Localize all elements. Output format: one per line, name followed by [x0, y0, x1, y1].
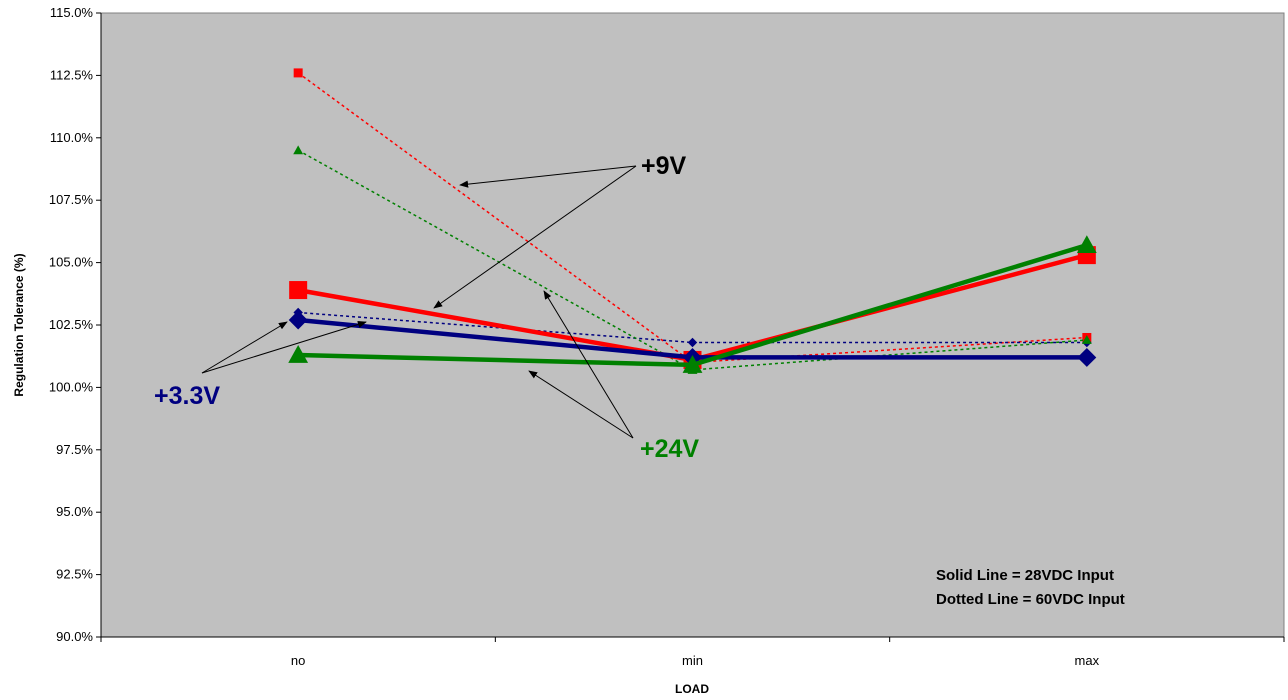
marker-green-solid [288, 345, 309, 363]
series-line-red-dotted [297, 72, 1087, 364]
arrow-33v-a [201, 321, 288, 374]
marker-blue-solid [288, 310, 308, 330]
y-tick-label: 97.5% [56, 442, 93, 457]
marker-red-dotted [293, 68, 303, 78]
x-axis-title: LOAD [675, 682, 709, 696]
note-dotted-line: Dotted Line = 60VDC Input [936, 591, 1125, 608]
marker-blue-dotted [687, 337, 698, 348]
y-tick-label: 102.5% [49, 317, 94, 332]
x-axis: no min max [100, 636, 1285, 668]
annotation-9v: +9V [641, 152, 687, 180]
y-tick-label: 115.0% [50, 5, 94, 20]
y-axis-title: Regulation Tolerance (%) [12, 253, 26, 396]
marker-blue-solid [1077, 347, 1097, 367]
annotation-arrows [201, 165, 637, 439]
series-layer [288, 68, 1097, 374]
annotation-24v: +24V [640, 435, 699, 463]
y-tick-label: 95.0% [56, 504, 93, 519]
note-solid-line: Solid Line = 28VDC Input [936, 567, 1114, 584]
y-tick-label: 107.5% [49, 192, 94, 207]
marker-green-solid [1076, 235, 1097, 254]
annotation-3-3v: +3.3V [154, 382, 220, 410]
arrow-9v-a [459, 165, 637, 188]
y-tick-label: 92.5% [56, 567, 93, 582]
y-axis: 90.0% 92.5% 95.0% 97.5% 100.0% 102.5% 105.0% 10… [49, 5, 102, 644]
y-tick-label: 100.0% [49, 379, 94, 394]
arrow-9v-b [433, 165, 637, 309]
arrow-24v-b [543, 290, 634, 439]
x-tick-label: max [1075, 653, 1100, 668]
y-tick-label: 110.0% [50, 130, 94, 145]
arrow-33v-b [201, 320, 367, 374]
y-tick-label: 112.5% [50, 67, 94, 82]
marker-green-dotted [293, 145, 304, 155]
marker-green-solid [682, 355, 703, 373]
y-tick-label: 105.0% [49, 255, 94, 270]
marker-green-dotted [1081, 335, 1092, 344]
arrow-24v-a [528, 370, 634, 439]
x-tick-label: min [682, 653, 703, 668]
x-tick-label: no [291, 653, 305, 668]
y-tick-label: 90.0% [56, 629, 93, 644]
plot-area [100, 12, 1285, 638]
marker-red-solid [289, 281, 308, 300]
